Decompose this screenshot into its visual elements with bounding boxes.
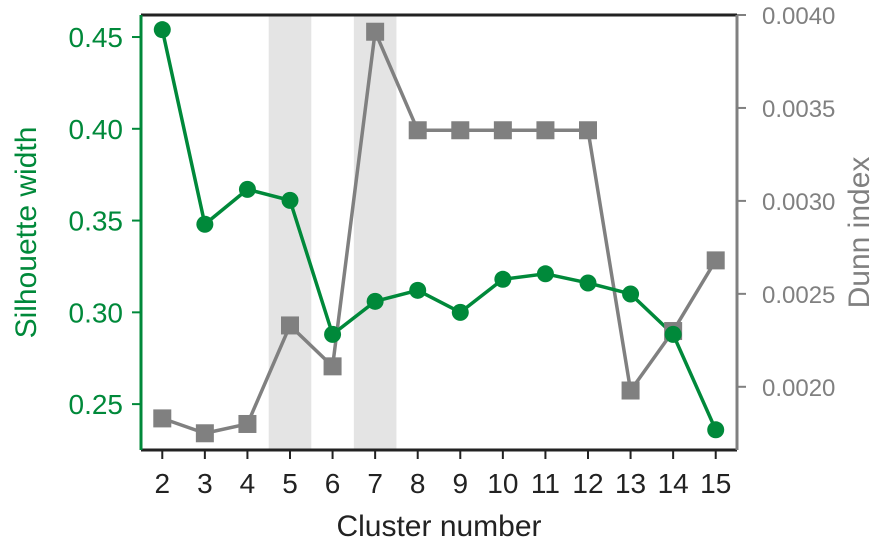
dunn-point-7 <box>366 22 385 41</box>
silhouette-point-6 <box>324 325 342 343</box>
x-tick-label-3: 3 <box>197 468 213 499</box>
tick-labels: 2 3 4 5 6 7 8 9 10 11 12 13 14 15 0.25 0.30 0.35 0.40 0.45… <box>69 3 836 499</box>
dunn-point-12 <box>579 121 597 140</box>
silhouette-point-2 <box>153 21 171 39</box>
silhouette-point-4 <box>238 180 256 198</box>
x-tick-label-6: 6 <box>325 468 341 499</box>
dunn-point-5 <box>281 316 299 335</box>
left-tick-label-0.25: 0.25 <box>69 389 124 420</box>
silhouette-point-14 <box>664 325 682 343</box>
right-tick-label-0.0040: 0.0040 <box>762 3 835 30</box>
x-tick-label-2: 2 <box>154 468 170 499</box>
x-tick-label-10: 10 <box>487 468 518 499</box>
dunn-point-8 <box>408 121 427 140</box>
series-markers <box>153 21 725 443</box>
silhouette-point-7 <box>366 292 384 310</box>
right-tick-label-0.0020: 0.0020 <box>762 375 835 402</box>
left-y-axis-title: Silhouette width <box>10 127 43 339</box>
right-tick-label-0.0025: 0.0025 <box>762 282 835 309</box>
dunn-series-line <box>161 29 718 436</box>
silhouette-point-13 <box>622 285 640 303</box>
highlight-band-2 <box>353 15 397 450</box>
series-lines <box>160 29 718 436</box>
left-tick-label-0.40: 0.40 <box>69 114 124 145</box>
right-y-axis-title: Dunn index <box>843 157 876 309</box>
silhouette-point-3 <box>196 215 214 233</box>
silhouette-point-9 <box>451 303 469 321</box>
silhouette-point-5 <box>281 191 299 209</box>
x-tick-label-11: 11 <box>531 468 560 499</box>
x-tick-label-7: 7 <box>367 468 383 499</box>
dunn-point-13 <box>621 381 640 400</box>
x-tick-label-5: 5 <box>282 468 298 499</box>
dunn-point-15 <box>706 251 725 270</box>
dunn-point-3 <box>195 424 214 443</box>
x-tick-label-4: 4 <box>240 468 256 499</box>
left-tick-label-0.35: 0.35 <box>69 206 124 237</box>
x-tick-label-12: 12 <box>572 468 603 499</box>
left-tick-label-0.45: 0.45 <box>69 22 124 53</box>
dunn-point-4 <box>238 414 257 433</box>
silhouette-series-line <box>160 29 718 431</box>
silhouette-point-8 <box>409 281 427 299</box>
x-tick-label-8: 8 <box>410 468 426 499</box>
x-tick-label-13: 13 <box>615 468 646 499</box>
dunn-point-6 <box>323 357 342 376</box>
x-axis-title: Cluster number <box>336 510 541 543</box>
highlight-bands <box>268 15 397 450</box>
x-tick-label-14: 14 <box>658 468 689 499</box>
left-tick-label-0.30: 0.30 <box>69 297 124 328</box>
silhouette-point-11 <box>536 265 554 283</box>
x-tick-label-9: 9 <box>452 468 468 499</box>
dunn-point-9 <box>451 121 470 140</box>
axes <box>132 13 746 459</box>
silhouette-point-10 <box>494 270 512 288</box>
dunn-point-2 <box>153 409 172 428</box>
dunn-point-10 <box>493 121 512 140</box>
right-tick-label-0.0030: 0.0030 <box>762 189 835 216</box>
silhouette-point-12 <box>579 274 597 292</box>
highlight-band-1 <box>268 15 312 450</box>
x-tick-label-15: 15 <box>700 468 731 499</box>
right-tick-label-0.0035: 0.0035 <box>762 96 835 123</box>
silhouette-point-15 <box>707 421 725 439</box>
dunn-point-11 <box>536 121 555 140</box>
